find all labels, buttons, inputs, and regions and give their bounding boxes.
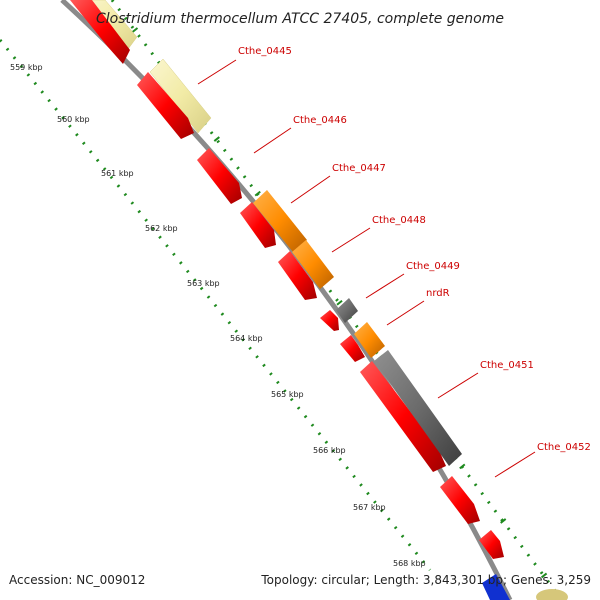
outer-track-tick <box>459 463 466 470</box>
cds-track <box>70 0 504 559</box>
kbp-label-562: 562 kbp <box>145 224 178 233</box>
gene-label-cthe-0449[interactable]: Cthe_0449 <box>406 261 460 272</box>
kbp-label-561: 561 kbp <box>101 169 134 178</box>
leader-cthe-0452 <box>494 451 536 478</box>
kbp-label-563: 563 kbp <box>187 279 220 288</box>
scale-labels: 559 kbp 560 kbp 561 kbp 562 kbp 563 kbp … <box>10 63 426 568</box>
kbp-label-568: 568 kbp <box>393 559 426 568</box>
cog-orange-block-2 <box>292 240 334 289</box>
genome-backbone <box>60 0 513 600</box>
feature-tan-fragment <box>536 589 568 600</box>
cds-arrow-nrdR <box>320 310 339 331</box>
kbp-label-560: 560 kbp <box>57 115 90 124</box>
gene-label-cthe-0452[interactable]: Cthe_0452 <box>537 442 591 453</box>
cds-arrow-8 <box>440 476 480 524</box>
cog-track <box>253 190 462 466</box>
gene-label-cthe-0445[interactable]: Cthe_0445 <box>238 46 292 57</box>
cog-orange-block-1 <box>253 190 307 252</box>
cds-arrow-9 <box>479 530 504 559</box>
cds-arrow-3 <box>197 148 242 204</box>
cog-gray-block-2 <box>374 350 462 466</box>
kbp-label-567: 567 kbp <box>353 503 386 512</box>
outer-track-tick <box>131 27 139 33</box>
accession-text: Accession: NC_009012 <box>9 573 146 587</box>
cds-arrow-2 <box>137 72 194 139</box>
cog-orange-block-3 <box>354 322 385 358</box>
cds-arrow-4 <box>240 202 276 248</box>
leader-cthe-0448 <box>331 227 371 253</box>
gene-label-nrdR[interactable]: nrdR <box>426 288 450 299</box>
leader-cthe-0447 <box>290 175 331 204</box>
leader-nrdR <box>386 300 425 326</box>
leader-cthe-0451 <box>437 372 479 399</box>
cds-arrow-5 <box>278 251 317 300</box>
outer-track-tick <box>500 518 507 524</box>
cds-arrow-7 <box>360 361 446 472</box>
cog-gray-block-1 <box>336 298 358 323</box>
scale-dotted-track <box>0 39 432 571</box>
leader-cthe-0446 <box>253 127 292 154</box>
outer-track-tick <box>336 299 343 306</box>
label-leaders <box>197 59 536 478</box>
kbp-label-566: 566 kbp <box>313 446 346 455</box>
genome-title: Clostridium thermocellum ATCC 27405, com… <box>96 11 504 27</box>
kbp-label-564: 564 kbp <box>230 334 263 343</box>
gene-labels: Cthe_0445 Cthe_0446 Cthe_0447 Cthe_0448 … <box>238 46 591 453</box>
gene-label-cthe-0447[interactable]: Cthe_0447 <box>332 163 386 174</box>
cds-arrow-1 <box>70 0 130 64</box>
outer-dotted-track <box>110 0 564 600</box>
genome-summary-text: Topology: circular; Length: 3,843,301 bp… <box>261 573 591 587</box>
cds-arrow-6 <box>340 335 365 362</box>
outer-track-tick <box>254 190 261 197</box>
kbp-label-565: 565 kbp <box>271 390 304 399</box>
leader-cthe-0445 <box>197 59 237 85</box>
leader-cthe-0449 <box>365 273 405 299</box>
gene-label-cthe-0448[interactable]: Cthe_0448 <box>372 215 426 226</box>
gene-label-cthe-0446[interactable]: Cthe_0446 <box>293 115 347 126</box>
kbp-label-559: 559 kbp <box>10 63 43 72</box>
feature-blue-fragment <box>482 574 510 600</box>
outer-track-tick <box>213 136 220 142</box>
outer-track-tick <box>540 572 548 579</box>
gene-label-cthe-0451[interactable]: Cthe_0451 <box>480 360 534 371</box>
